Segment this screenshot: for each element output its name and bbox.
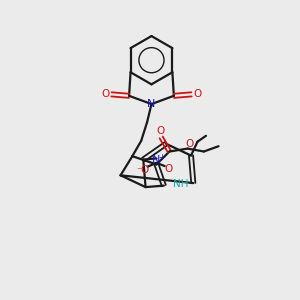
Text: ⁻: ⁻ — [136, 167, 141, 177]
Text: O: O — [164, 164, 172, 174]
Text: N: N — [152, 155, 161, 165]
Text: O: O — [156, 127, 165, 136]
Text: O: O — [101, 89, 110, 99]
Text: O: O — [193, 89, 202, 99]
Text: O: O — [185, 139, 193, 149]
Text: N: N — [147, 99, 156, 109]
Text: NH: NH — [173, 179, 189, 189]
Text: +: + — [158, 153, 165, 162]
Text: O: O — [140, 165, 148, 175]
